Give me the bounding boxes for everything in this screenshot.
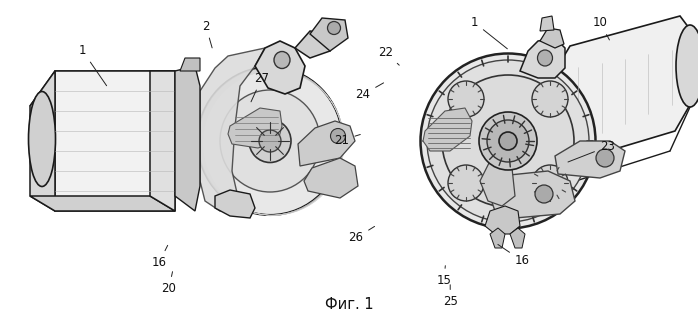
- Ellipse shape: [427, 60, 589, 222]
- Polygon shape: [150, 71, 175, 211]
- Polygon shape: [540, 16, 554, 31]
- Polygon shape: [228, 108, 282, 148]
- Polygon shape: [555, 16, 695, 186]
- Text: 23: 23: [568, 140, 615, 162]
- Polygon shape: [30, 71, 175, 106]
- Ellipse shape: [537, 50, 553, 66]
- Ellipse shape: [29, 92, 56, 186]
- Text: 16: 16: [498, 244, 530, 267]
- Polygon shape: [304, 158, 358, 198]
- Ellipse shape: [420, 53, 595, 229]
- Ellipse shape: [198, 67, 343, 215]
- Polygon shape: [55, 71, 175, 211]
- Polygon shape: [200, 48, 265, 211]
- Text: 15: 15: [436, 266, 452, 287]
- Ellipse shape: [479, 112, 537, 170]
- Polygon shape: [180, 58, 200, 71]
- Polygon shape: [30, 71, 55, 211]
- Ellipse shape: [487, 120, 529, 162]
- Polygon shape: [30, 196, 175, 211]
- Ellipse shape: [532, 81, 568, 117]
- Polygon shape: [175, 66, 200, 211]
- Ellipse shape: [596, 149, 614, 167]
- Text: Фиг. 1: Фиг. 1: [325, 297, 373, 312]
- Polygon shape: [555, 141, 625, 178]
- Polygon shape: [485, 206, 520, 234]
- Text: 21: 21: [334, 134, 360, 147]
- Ellipse shape: [548, 80, 568, 148]
- Polygon shape: [215, 190, 255, 218]
- Polygon shape: [520, 38, 565, 78]
- Polygon shape: [255, 41, 305, 94]
- Ellipse shape: [535, 185, 553, 203]
- Text: 25: 25: [443, 285, 458, 308]
- Ellipse shape: [448, 81, 484, 117]
- Text: 24: 24: [355, 83, 384, 101]
- Polygon shape: [540, 28, 564, 48]
- Polygon shape: [488, 171, 575, 218]
- Ellipse shape: [274, 52, 290, 68]
- Ellipse shape: [259, 130, 281, 152]
- Text: 1: 1: [79, 44, 107, 86]
- Ellipse shape: [499, 132, 517, 150]
- Text: 1: 1: [471, 16, 507, 49]
- Text: 22: 22: [378, 46, 399, 65]
- Text: 26: 26: [348, 227, 375, 244]
- Ellipse shape: [448, 165, 484, 201]
- Ellipse shape: [220, 90, 320, 192]
- Ellipse shape: [676, 25, 698, 107]
- Polygon shape: [510, 228, 525, 248]
- Ellipse shape: [532, 165, 568, 201]
- Polygon shape: [310, 18, 348, 51]
- Ellipse shape: [249, 120, 291, 162]
- Ellipse shape: [330, 128, 346, 143]
- Text: 20: 20: [161, 272, 177, 295]
- Text: 10: 10: [593, 16, 609, 40]
- Polygon shape: [295, 31, 330, 58]
- Ellipse shape: [442, 75, 574, 207]
- Text: 27: 27: [251, 72, 269, 102]
- Polygon shape: [490, 228, 505, 248]
- Polygon shape: [298, 121, 355, 166]
- Text: 16: 16: [151, 245, 168, 269]
- Text: 2: 2: [202, 20, 212, 48]
- Ellipse shape: [327, 22, 341, 35]
- Polygon shape: [480, 158, 515, 206]
- Polygon shape: [423, 108, 472, 151]
